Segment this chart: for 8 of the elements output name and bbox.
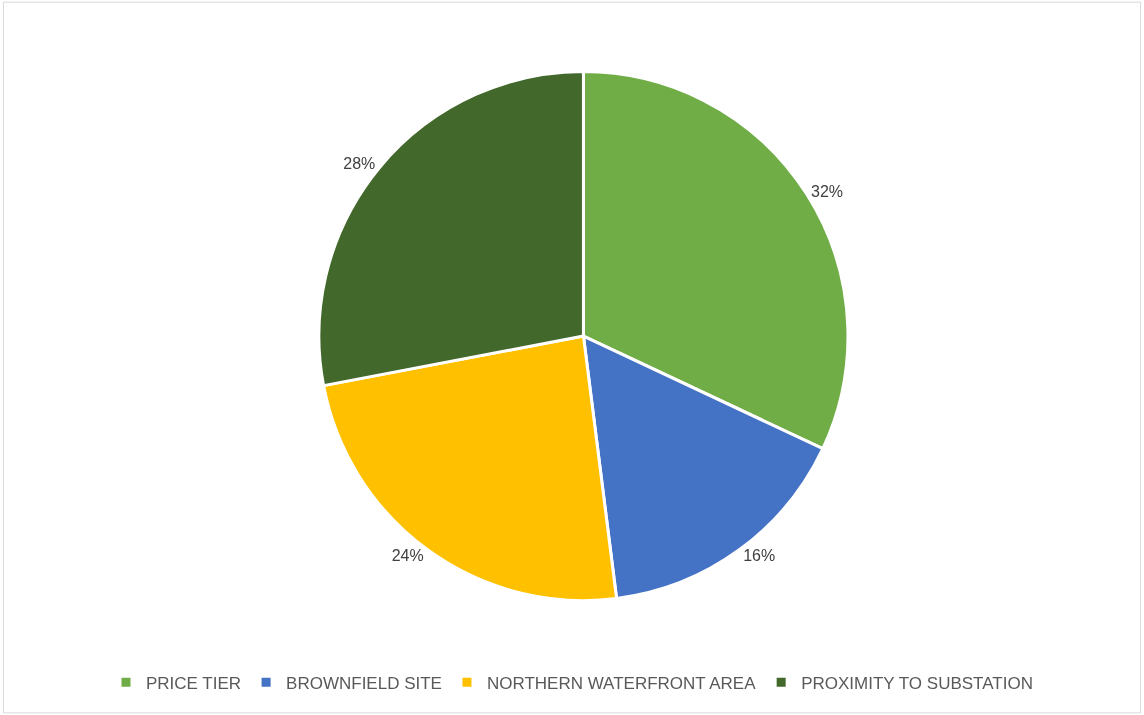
data-label: 32%	[811, 183, 844, 201]
data-label: 28%	[343, 155, 376, 173]
data-label: 24%	[391, 547, 424, 565]
legend-label: NORTHERN WATERFRONT AREA	[486, 673, 757, 693]
legend-label: PRICE TIER	[146, 673, 242, 693]
legend-label: PROXIMITY TO SUBSTATION	[801, 673, 1033, 693]
legend-label: BROWNFIELD SITE	[286, 673, 442, 693]
data-label: 16%	[743, 547, 776, 565]
